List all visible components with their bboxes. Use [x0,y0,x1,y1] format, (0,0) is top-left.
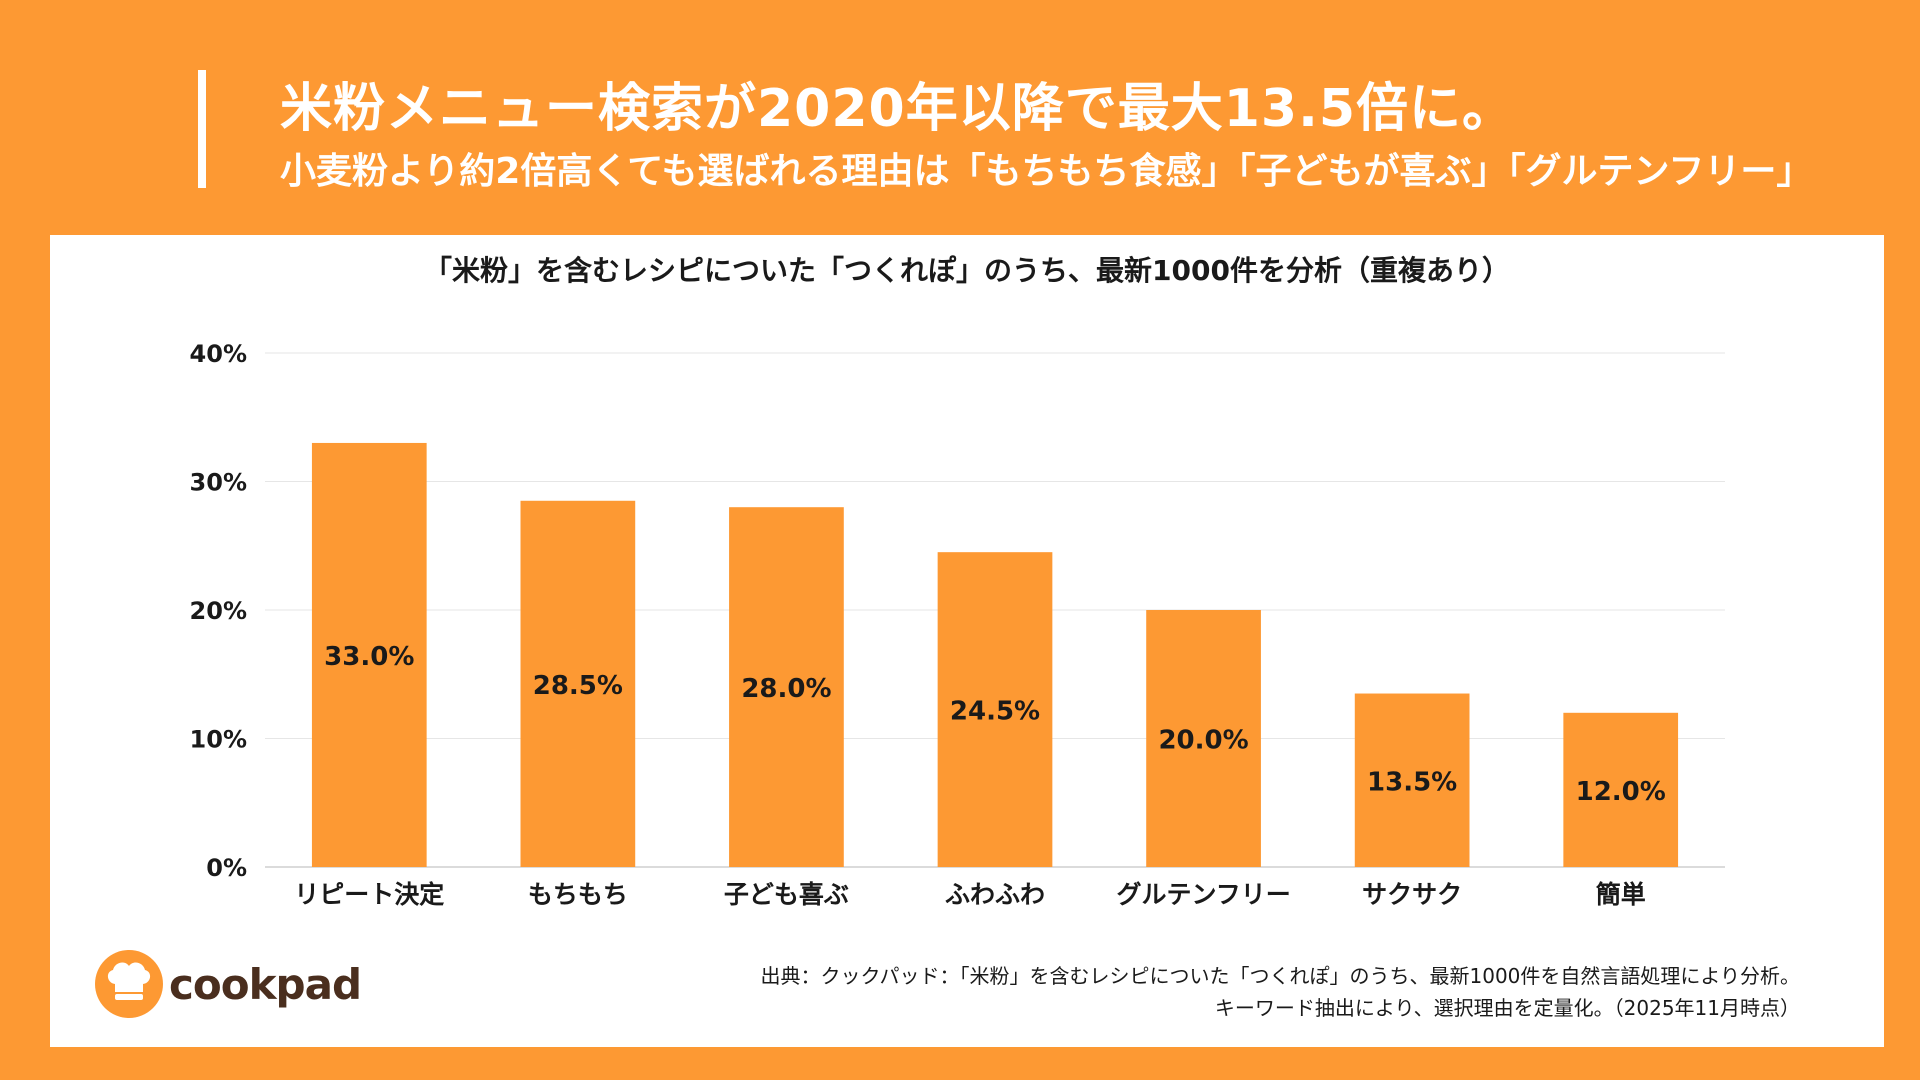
category-label: もちもち [528,880,628,909]
category-label: 子ども喜ぶ [724,880,849,909]
logo-text: cookpad [169,959,362,1009]
title-accent-bar [198,70,206,188]
source-note: 出典：クックパッド：「米粉」を含むレシピについた「つくれぽ」のうち、最新1000… [761,960,1801,1024]
chart-title: 「米粉」を含むレシピについた「つくれぽ」のうち、最新1000件を分析（重複あり） [424,254,1510,287]
y-tick-label: 10% [190,726,247,754]
bar [729,507,844,867]
bar [311,442,427,867]
data-label: 28.5% [533,671,623,701]
bar [1146,610,1261,867]
bar [937,552,1053,867]
category-label: ふわふわ [945,880,1045,909]
data-label: 13.5% [1367,767,1457,797]
data-label: 24.5% [950,697,1040,727]
y-tick-label: 30% [190,469,247,497]
category-label: グルテンフリー [1116,880,1290,909]
cookpad-logo: cookpad [95,950,362,1018]
y-tick-label: 40% [190,340,247,368]
category-label: サクサク [1362,880,1462,909]
data-label: 12.0% [1576,777,1666,807]
bar-chart: 0% 10% 20% 30% 40% 33.0% リピート決定 28.5% もちもち 28.0% 子… [190,340,1725,909]
category-label: 簡単 [1596,880,1646,909]
chart-panel: 「米粉」を含むレシピについた「つくれぽ」のうち、最新1000件を分析（重複あり）… [50,235,1884,1047]
y-tick-label: 20% [190,597,247,625]
data-label: 20.0% [1158,726,1248,756]
source-line-2: キーワード抽出により、選択理由を定量化。（2025年11月時点） [1214,996,1800,1020]
data-label: 33.0% [324,642,414,672]
bar [1354,693,1470,867]
page-title: 米粉メニュー検索が2020年以降で最大13.5倍に。 [280,79,1516,139]
page-subtitle: 小麦粉より約2倍高くても選ばれる理由は「もちもち食感」「子どもが喜ぶ」「グルテン… [280,151,1813,192]
category-label: リピート決定 [294,880,444,909]
bar [520,500,636,867]
bar [1563,712,1679,867]
chef-hat-icon [95,950,163,1018]
source-line-1: 出典：クックパッド：「米粉」を含むレシピについた「つくれぽ」のうち、最新1000… [760,964,1801,988]
data-label: 28.0% [741,674,831,704]
y-tick-label: 0% [206,854,247,882]
